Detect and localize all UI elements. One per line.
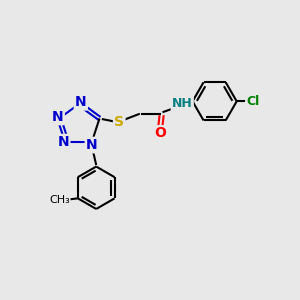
Text: S: S bbox=[114, 115, 124, 129]
Text: N: N bbox=[75, 95, 87, 109]
Text: N: N bbox=[52, 110, 64, 124]
Text: N: N bbox=[58, 135, 69, 149]
Text: CH₃: CH₃ bbox=[49, 195, 70, 205]
Text: Cl: Cl bbox=[246, 95, 260, 108]
Text: NH: NH bbox=[172, 97, 193, 110]
Text: O: O bbox=[154, 126, 166, 140]
Text: N: N bbox=[86, 138, 98, 152]
